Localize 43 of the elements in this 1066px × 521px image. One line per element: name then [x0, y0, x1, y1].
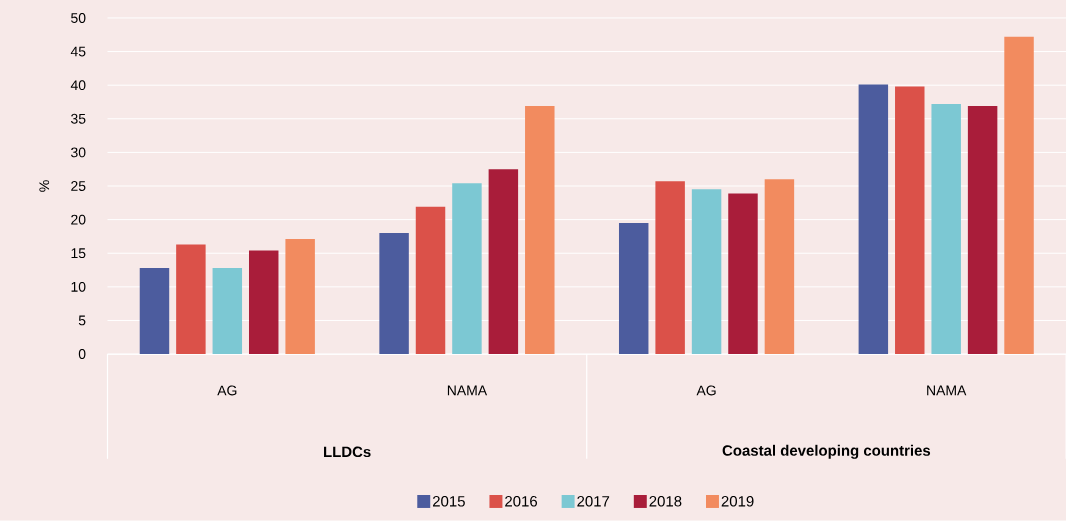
y-tick-label: 45	[70, 46, 86, 57]
bar	[895, 86, 925, 355]
bar	[858, 84, 889, 355]
text: Coastal developing countries	[722, 444, 931, 459]
bar	[655, 181, 685, 355]
bar	[764, 179, 795, 355]
legend-label: 2016	[505, 496, 538, 507]
bar	[379, 233, 409, 355]
y-tick-label: 40	[70, 80, 86, 91]
bar	[1004, 36, 1034, 355]
y-tick-label: 35	[71, 114, 86, 124]
y-tick-label: 50	[71, 13, 86, 24]
legend-label: 2015	[432, 496, 465, 507]
bar	[525, 106, 555, 355]
bar	[212, 268, 243, 355]
bar	[488, 169, 519, 355]
bar	[249, 250, 279, 355]
legend-label: 2018	[649, 496, 682, 507]
y-tick-label: 25	[71, 181, 86, 192]
bar	[452, 183, 482, 355]
bar	[931, 104, 961, 355]
legend-label: 2019	[721, 496, 754, 507]
y-tick-label: 20	[71, 214, 86, 225]
legend-label: 2017	[577, 496, 610, 507]
y-axis-title: %	[39, 180, 50, 192]
bar	[691, 189, 722, 355]
text: LLDCs	[324, 446, 371, 458]
bar	[415, 207, 446, 355]
bar	[285, 239, 315, 355]
bar	[139, 268, 170, 355]
y-tick-label: 5	[78, 315, 86, 326]
y-tick-label: 10	[71, 282, 86, 292]
y-tick-label: 30	[71, 147, 86, 158]
x-tick-label: NAMA	[927, 385, 967, 396]
x-tick-label: NAMA	[447, 385, 488, 396]
x-tick-label: AG	[217, 385, 237, 396]
x-tick-label: AG	[696, 385, 716, 396]
y-tick-label: 15	[71, 248, 86, 259]
bar	[618, 223, 649, 355]
bar	[967, 106, 998, 355]
bar	[176, 244, 206, 355]
y-tick-label: 0	[78, 349, 86, 360]
bar	[728, 193, 758, 355]
